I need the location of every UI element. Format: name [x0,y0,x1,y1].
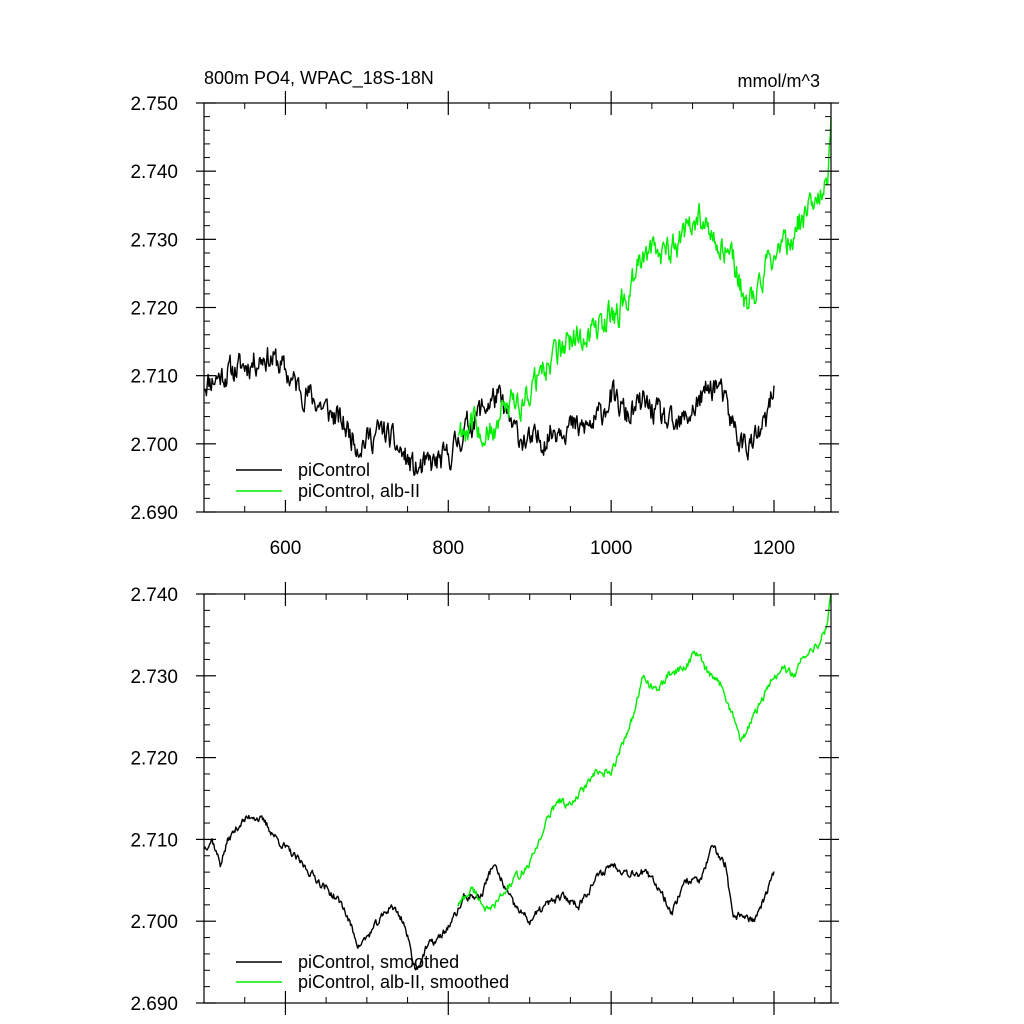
legend-label-picontrol-alb-ii-smoothed: piControl, alb-II, smoothed [298,972,509,992]
axis-ticks: 2.690 2.700 2.710 2.720 2.730 2.740 [130,582,839,1015]
x-tick-label: 800 [432,538,464,559]
plot-frame [203,593,832,1004]
x-tick-label: 600 [270,538,302,559]
y-tick-label: 2.730 [130,667,178,688]
y-tick-label: 2.750 [130,94,178,115]
series-line-picontrol-alb-ii [457,116,832,448]
y-tick-label: 2.740 [130,162,178,183]
y-tick-label: 2.730 [130,230,178,251]
y-tick-label: 2.700 [130,912,178,933]
chart-title: 800m PO4, WPAC_18S-18N [204,68,434,89]
y-tick-label: 2.720 [130,299,178,320]
x-tick-label: 1200 [753,538,795,559]
y-tick-label: 2.700 [130,435,178,456]
y-tick-label: 2.690 [130,503,178,524]
y-tick-label: 2.720 [130,749,178,770]
series-group [203,593,832,971]
y-tick-label: 2.710 [130,830,178,851]
chart-units-label: mmol/m^3 [738,71,820,91]
legend: piControl piControl, alb-II [236,460,420,501]
chart-panel-bottom: 2.690 2.700 2.710 2.720 2.730 2.740 piControl… [130,582,839,1015]
y-tick-label: 2.690 [130,994,178,1015]
chart-panel-top: 800m PO4, WPAC_18S-18N mmol/m^3 600 800 10… [130,68,839,559]
legend-label-picontrol-smoothed: piControl, smoothed [298,952,459,972]
y-tick-label: 2.740 [130,585,178,606]
legend-label-picontrol-alb-ii: piControl, alb-II [298,481,420,501]
x-tick-label: 1000 [590,538,632,559]
y-tick-label: 2.710 [130,367,178,388]
axis-ticks: 600 800 1000 1200 2.690 2.700 2.710 2.720 2.730 2… [130,91,839,559]
series-line-picontrol-alb-ii [457,593,832,912]
series-line-picontrol [203,814,775,971]
legend: piControl, smoothed piControl, alb-II, s… [236,952,509,992]
legend-label-picontrol: piControl [298,460,370,480]
series-line-picontrol [203,347,775,476]
series-group [203,116,832,476]
plot-frame [203,102,832,513]
